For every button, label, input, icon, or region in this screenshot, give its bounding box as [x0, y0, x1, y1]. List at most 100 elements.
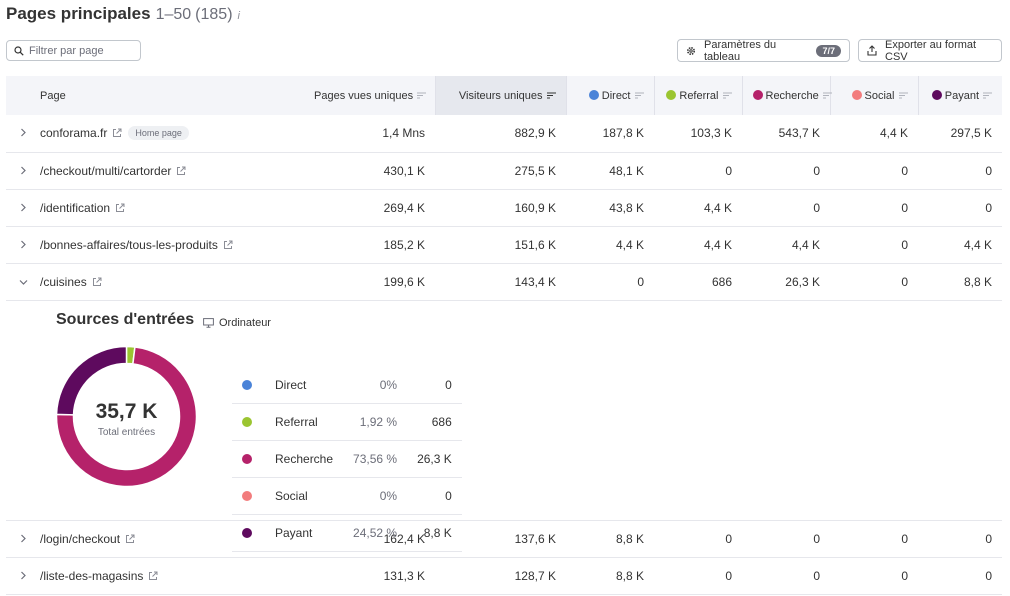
table-row-expanded[interactable]: /cuisines 199,6 K 143,4 K 0 686 26,3 K 0…: [6, 263, 1002, 301]
table-settings-button[interactable]: Paramètres du tableau 7/7: [677, 38, 850, 63]
sort-icon: [634, 92, 644, 99]
chevron-right-icon[interactable]: [6, 152, 40, 190]
info-icon[interactable]: i: [237, 10, 240, 22]
column-header-social[interactable]: Social: [829, 76, 918, 115]
external-link-icon[interactable]: [176, 166, 186, 176]
export-icon: [867, 45, 877, 56]
table-settings-label: Paramètres du tableau: [704, 38, 777, 63]
social-cell: 0: [830, 189, 918, 227]
chevron-right-icon[interactable]: [6, 226, 40, 264]
external-link-icon[interactable]: [125, 534, 135, 544]
visiteurs-cell: 128,7 K: [435, 557, 566, 595]
visiteurs-cell: 151,6 K: [435, 226, 566, 264]
device-indicator: Ordinateur: [203, 317, 271, 329]
column-header-pages-vues-label: Pages vues uniques: [314, 89, 414, 102]
column-header-page-label: Page: [40, 89, 66, 102]
page-cell: /checkout/multi/cartorder: [40, 152, 304, 190]
external-link-icon[interactable]: [112, 128, 122, 138]
chevron-down-icon[interactable]: [6, 263, 40, 301]
payant-cell: 8,8 K: [918, 263, 1002, 301]
table-row[interactable]: /identification 269,4 K 160,9 K 43,8 K 4…: [6, 189, 1002, 227]
donut-slice-recherche[interactable]: [56, 345, 197, 487]
page-link[interactable]: /login/checkout: [40, 531, 121, 546]
column-header-referral[interactable]: Referral: [653, 76, 742, 115]
page-link[interactable]: /identification: [40, 200, 111, 215]
legend-value: 8,8 K: [407, 514, 462, 552]
payant-dot-icon: [931, 89, 942, 100]
column-header-direct[interactable]: Direct: [565, 76, 654, 115]
home-page-badge: Home page: [128, 126, 189, 141]
direct-cell: 8,8 K: [566, 557, 654, 595]
referral-cell: 0: [654, 520, 742, 558]
social-cell: 0: [830, 263, 918, 301]
table-row[interactable]: conforama.fr Home page 1,4 Mns 882,9 K 18…: [6, 115, 1002, 153]
social-cell: 4,4 K: [830, 115, 918, 153]
export-csv-button[interactable]: Exporter au format CSV: [858, 38, 1002, 63]
referral-dot-icon: [666, 89, 677, 100]
pages-vues-cell: 269,4 K: [304, 189, 435, 227]
payant-cell: 0: [918, 520, 1002, 558]
social-dot-icon: [851, 89, 862, 100]
search-icon: [14, 45, 24, 56]
payant-cell: 4,4 K: [918, 226, 1002, 264]
page-header: Pages principales 1–50 (185) i: [6, 4, 240, 24]
legend-percent: 0%: [343, 477, 408, 515]
page-cell: /cuisines: [40, 263, 304, 301]
recherche-cell: 543,7 K: [742, 115, 830, 153]
chevron-right-icon[interactable]: [6, 189, 40, 227]
payant-cell: 0: [918, 152, 1002, 190]
sources-title: Sources d'entrées: [56, 310, 195, 328]
sort-icon: [898, 92, 908, 99]
page-link[interactable]: /checkout/multi/cartorder: [40, 163, 172, 178]
payant-cell: 0: [918, 189, 1002, 227]
page-link[interactable]: conforama.fr: [40, 126, 108, 141]
total-entries-value: 35,7 K: [95, 399, 158, 423]
recherche-dot-icon: [752, 89, 763, 100]
donut-slice-payant[interactable]: [56, 345, 128, 416]
filter-input[interactable]: [29, 44, 134, 57]
sort-icon: [417, 92, 427, 99]
external-link-icon[interactable]: [223, 240, 233, 250]
visiteurs-cell: 275,5 K: [435, 152, 566, 190]
sources-legend: Direct 0% 0 Referral 1,92 % 686 Re: [232, 366, 462, 552]
total-entries-label: Total entrées: [97, 426, 156, 438]
chevron-right-icon[interactable]: [6, 520, 40, 558]
social-cell: 0: [830, 226, 918, 264]
table-row[interactable]: /login/checkout 162,4 K 137,6 K 8,8 K 0 …: [6, 520, 1002, 558]
column-header-direct-label: Direct: [601, 89, 631, 102]
chevron-right-icon[interactable]: [6, 557, 40, 595]
legend-value: 0: [407, 477, 462, 515]
direct-cell: 0: [566, 263, 654, 301]
legend-row: Social 0% 0: [232, 477, 462, 515]
export-csv-label: Exporter au format CSV: [885, 38, 977, 63]
column-header-recherche[interactable]: Recherche: [741, 76, 832, 115]
legend-row: Payant 24,52 % 8,8 K: [232, 514, 462, 552]
page-link[interactable]: /liste-des-magasins: [40, 568, 144, 583]
column-header-pages-vues[interactable]: Pages vues uniques: [304, 76, 435, 115]
table-row[interactable]: /liste-des-magasins 131,3 K 128,7 K 8,8 …: [6, 557, 1002, 595]
results-range: 1–50: [155, 6, 192, 23]
recherche-cell: 0: [742, 520, 830, 558]
referral-cell: 0: [654, 557, 742, 595]
table-row[interactable]: /checkout/multi/cartorder 430,1 K 275,5 …: [6, 152, 1002, 190]
table-header-row: Page Pages vues uniques Visiteurs unique…: [6, 76, 1002, 115]
device-label: Ordinateur: [219, 316, 271, 329]
chevron-right-icon[interactable]: [6, 115, 40, 153]
page-link[interactable]: /cuisines: [40, 274, 87, 289]
visiteurs-cell: 143,4 K: [435, 263, 566, 301]
legend-dot-icon: [232, 440, 265, 478]
external-link-icon[interactable]: [92, 277, 102, 287]
table-row[interactable]: /bonnes-affaires/tous-les-produits 185,2…: [6, 226, 1002, 264]
page-cell: /identification: [40, 189, 304, 227]
external-link-icon[interactable]: [148, 571, 158, 581]
column-header-payant[interactable]: Payant: [917, 76, 1002, 115]
legend-name: Direct: [265, 366, 344, 404]
referral-cell: 686: [654, 263, 742, 301]
filter-box[interactable]: [6, 40, 141, 61]
page-link[interactable]: /bonnes-affaires/tous-les-produits: [40, 237, 218, 252]
visiteurs-cell: 160,9 K: [435, 189, 566, 227]
external-link-icon[interactable]: [115, 203, 125, 213]
column-header-visiteurs[interactable]: Visiteurs uniques: [434, 76, 566, 115]
legend-value: 26,3 K: [407, 440, 462, 478]
social-cell: 0: [830, 152, 918, 190]
